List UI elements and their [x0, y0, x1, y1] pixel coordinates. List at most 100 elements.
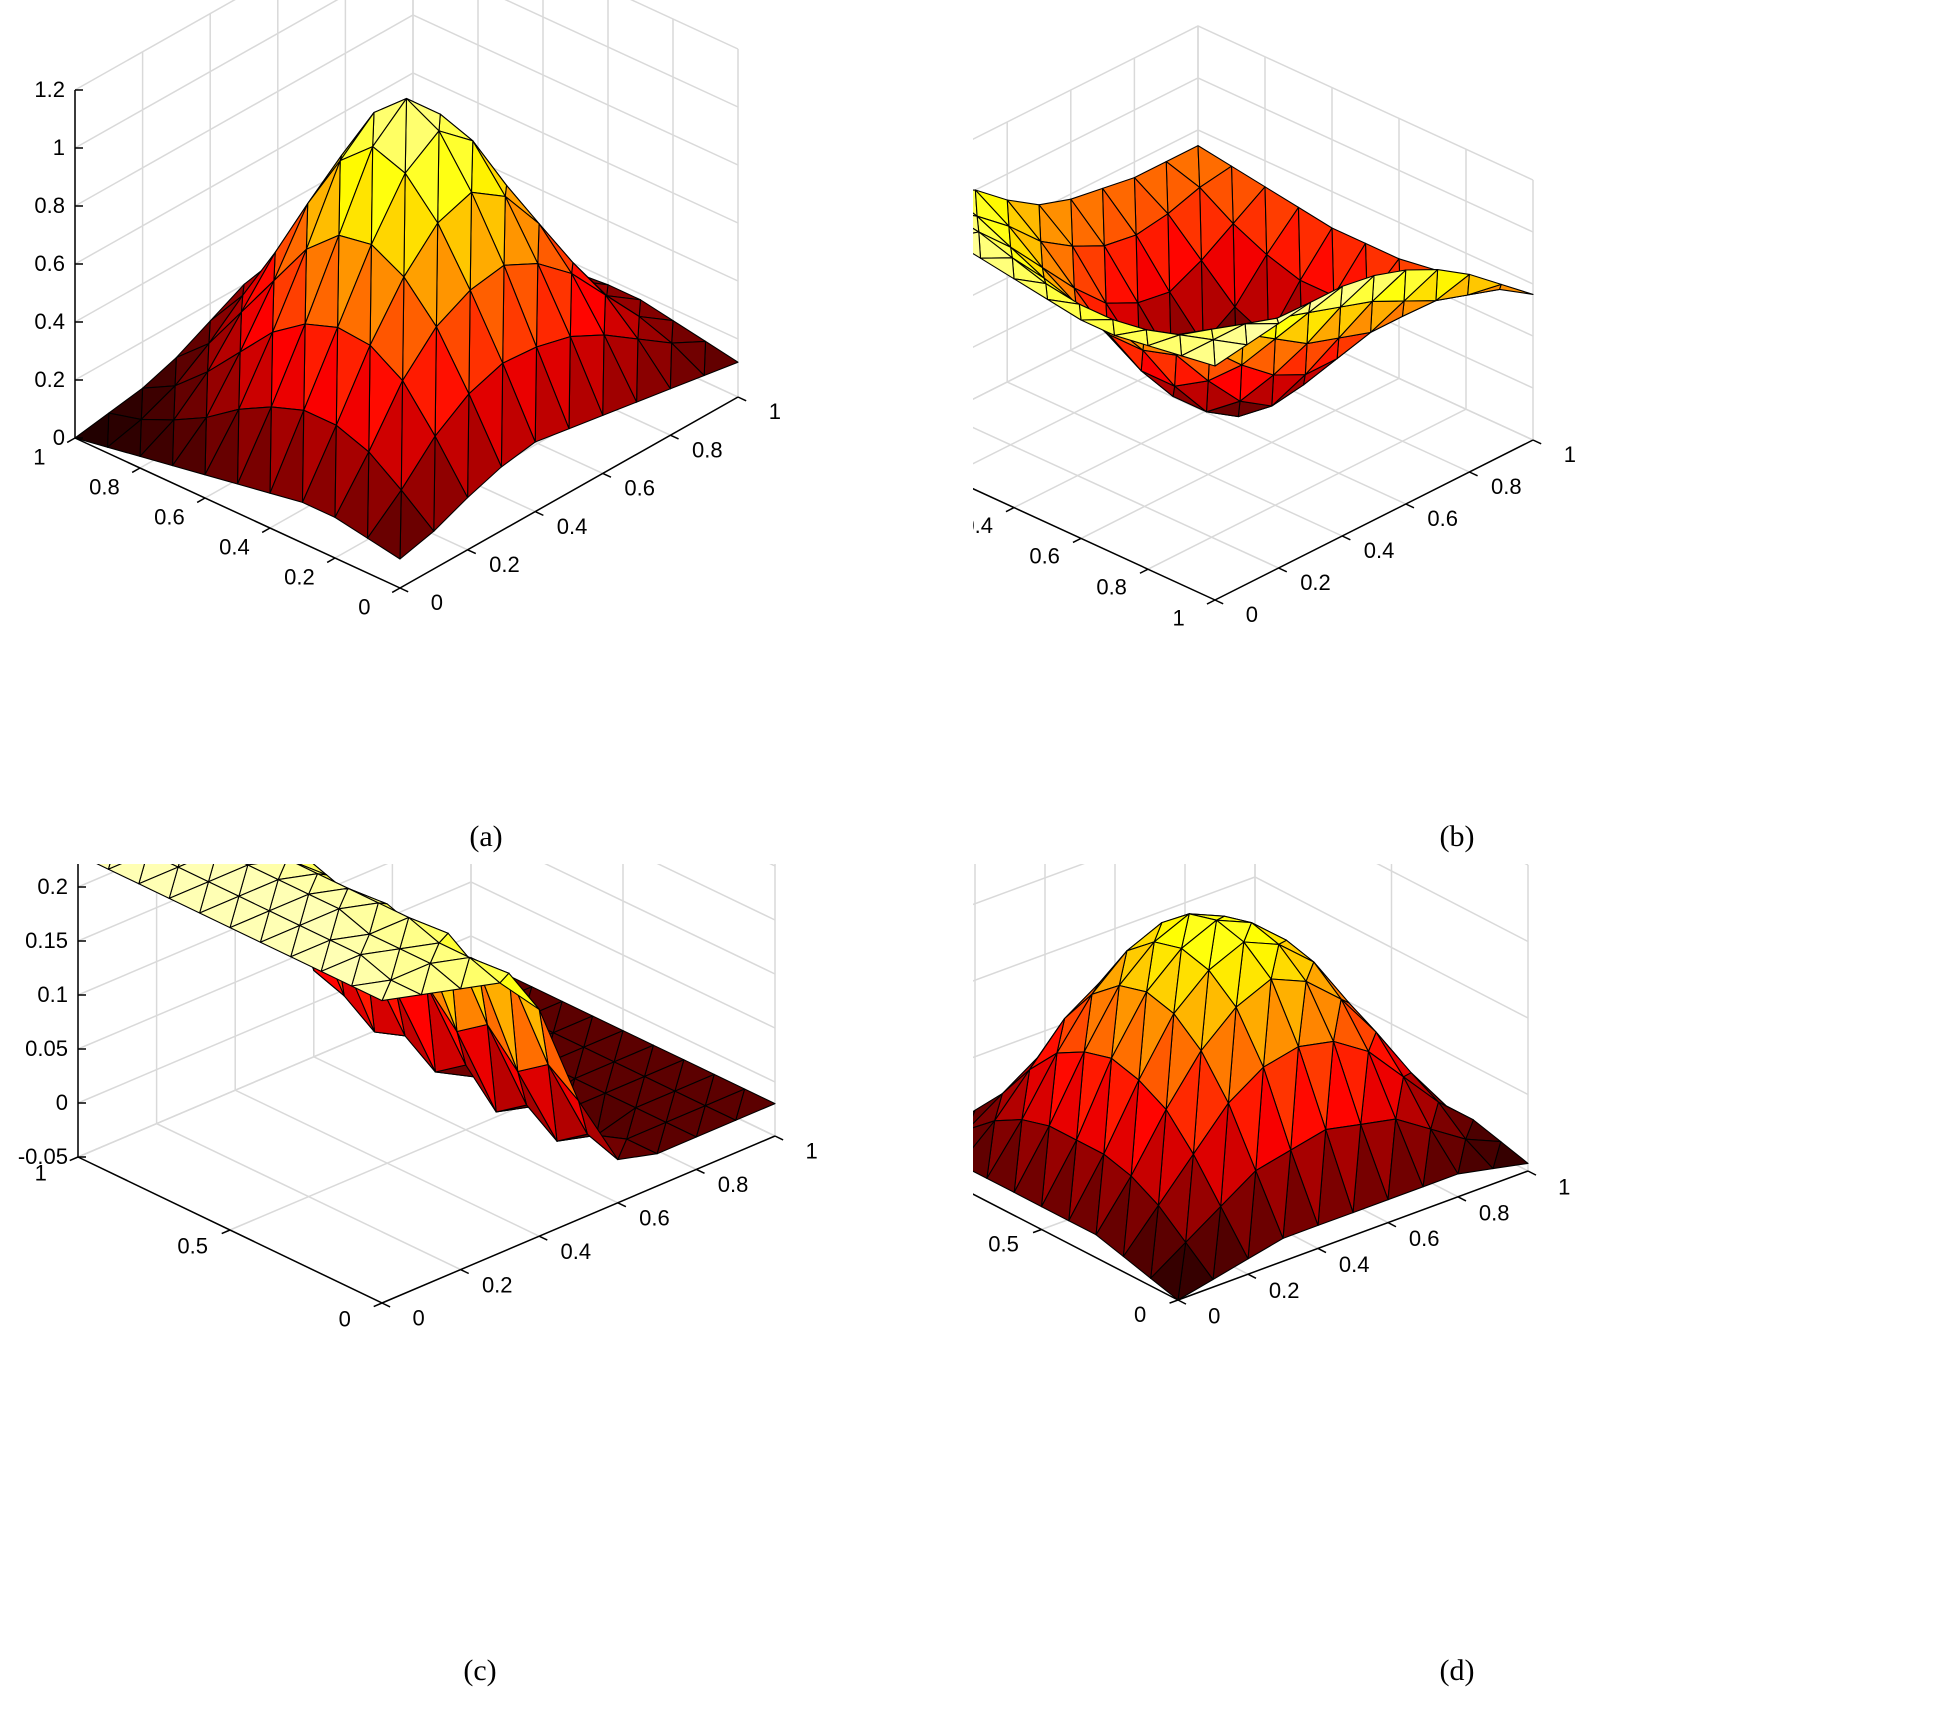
surface-facet — [986, 1119, 1023, 1193]
y-tick-label: 0.2 — [284, 565, 315, 590]
surface-facet — [74, 412, 110, 448]
x-tick — [1214, 599, 1224, 605]
z-grid-line — [973, 864, 1529, 943]
surface-facet — [669, 342, 705, 390]
surface-facet — [979, 257, 1015, 280]
x-axis-line — [399, 396, 739, 589]
x-tick-label: 0.8 — [1479, 1200, 1510, 1225]
x-tick-label: 1 — [806, 1139, 818, 1164]
surface-facet — [973, 215, 980, 233]
surface-facet — [1040, 1139, 1078, 1222]
surface-facet — [1403, 269, 1439, 302]
x-tick — [538, 1235, 548, 1241]
y-tick — [1072, 537, 1082, 544]
x-tick-label: 1 — [769, 399, 781, 424]
caption-c: (c) — [463, 1654, 497, 1687]
x-tick-label: 0.8 — [718, 1172, 749, 1197]
x-tick — [399, 587, 409, 593]
surface-plot-b: 11.11.21.31.41.500.20.40.60.8110.80.60.4… — [973, 0, 1946, 864]
z-grid-line — [1524, 864, 1529, 866]
axes: -0.0500.050.10.150.20.2500.20.40.60.8100… — [18, 864, 818, 1331]
x-tick — [617, 1202, 627, 1208]
surface-plot-a: 0 0.2 0.4 0.6 0.8 1 1.2 0 0.2 0.4 0.6 0.8 1 0 0.2 0.4 0.… — [0, 0, 973, 864]
z-grid-line — [74, 0, 739, 91]
surface-mesh — [74, 97, 739, 560]
surface-facet — [142, 356, 177, 389]
surface-facet — [106, 418, 142, 457]
axes: 00.20.40.60.811.200.20.40.60.8100.20.40.… — [33, 77, 781, 620]
z-tick-label: 0.15 — [25, 928, 68, 953]
surface-facet — [334, 451, 370, 539]
x-tick-label: 1 — [1564, 442, 1576, 467]
surface-facet — [973, 1109, 976, 1117]
x-tick-label: 0.6 — [1427, 506, 1458, 531]
y-tick-label: 0.6 — [1029, 544, 1060, 569]
x-tick — [460, 1268, 470, 1275]
surface-facet — [1271, 374, 1306, 407]
x-tick — [381, 1302, 391, 1308]
z-tick-label: 0.1 — [37, 982, 68, 1007]
y-axis-line — [973, 487, 1216, 601]
y-tick-label: 0.5 — [177, 1233, 208, 1258]
x-tick — [1527, 1170, 1537, 1176]
x-tick-label: 0.4 — [561, 1239, 592, 1264]
z-tick-label: 1.2 — [34, 77, 65, 102]
surface-facet — [171, 416, 207, 476]
x-tick-label: 0 — [413, 1306, 425, 1331]
surface-facet — [1046, 298, 1082, 321]
y-tick-label: 0.8 — [89, 475, 120, 500]
surface-mesh — [973, 913, 1529, 1301]
surface-facet — [366, 489, 402, 560]
z-tick-label: 0 — [56, 1090, 68, 1115]
x-tick-label: 0.4 — [557, 514, 588, 539]
x-tick-label: 0.4 — [1339, 1252, 1370, 1277]
surface-facet — [703, 340, 739, 377]
surface-facet — [168, 881, 210, 914]
surface-plot-c-canvas: -0.0500.050.10.150.20.2500.20.40.60.8100… — [18, 864, 818, 1331]
x-tick — [1532, 439, 1542, 445]
surface-facet — [199, 895, 240, 929]
x-tick-label: 0.8 — [692, 437, 723, 462]
z-tick-label: 0 — [53, 425, 65, 450]
y-tick-label: 0 — [339, 1306, 351, 1331]
x-tick — [670, 434, 679, 440]
y-tick-label: 0.5 — [988, 1231, 1019, 1256]
surface-facet — [617, 1138, 658, 1161]
y-tick-label: 0.6 — [154, 505, 185, 530]
x-tick — [1387, 1221, 1397, 1228]
surface-facet — [1467, 273, 1502, 296]
surface-facet — [671, 320, 707, 344]
x-tick-label: 0.6 — [624, 476, 655, 501]
surface-facet — [1401, 300, 1437, 317]
x-tick-label: 0.2 — [1300, 570, 1331, 595]
x-tick-label: 0.6 — [639, 1206, 670, 1231]
x-tick — [1341, 535, 1351, 541]
x-tick — [1177, 1299, 1187, 1305]
surface-facet — [1180, 339, 1216, 367]
surface-plot-b-canvas: 11.11.21.31.41.500.20.40.60.8110.80.60.4… — [973, 25, 1576, 630]
x-tick — [467, 549, 477, 555]
surface-plot-c: -0.0500.050.10.150.20.2500.20.40.60.8100… — [0, 864, 973, 1728]
y-tick — [373, 1302, 383, 1308]
y-tick — [391, 587, 401, 594]
x-tick-label: 0.2 — [489, 552, 520, 577]
y-tick-label: 0.4 — [973, 513, 993, 538]
z-tick-label: 0.8 — [34, 193, 65, 218]
surface-facet — [138, 866, 179, 899]
surface-facet — [973, 1120, 996, 1179]
surface-facet — [1013, 278, 1049, 300]
z-tick-label: -0.05 — [18, 1144, 68, 1169]
y-tick — [1206, 599, 1216, 605]
y-tick — [1005, 506, 1015, 513]
surface-facet — [139, 419, 175, 467]
x-tick — [1457, 1196, 1467, 1202]
surface-facet — [229, 910, 270, 943]
surface-facet — [1147, 334, 1183, 357]
y-tick — [69, 1156, 79, 1162]
axes: 11.11.21.31.41.500.20.40.60.8110.80.60.4… — [973, 439, 1576, 630]
z-tick-label: 0.2 — [34, 367, 65, 392]
y-tick — [66, 437, 76, 444]
caption-b: (b) — [1439, 820, 1475, 853]
